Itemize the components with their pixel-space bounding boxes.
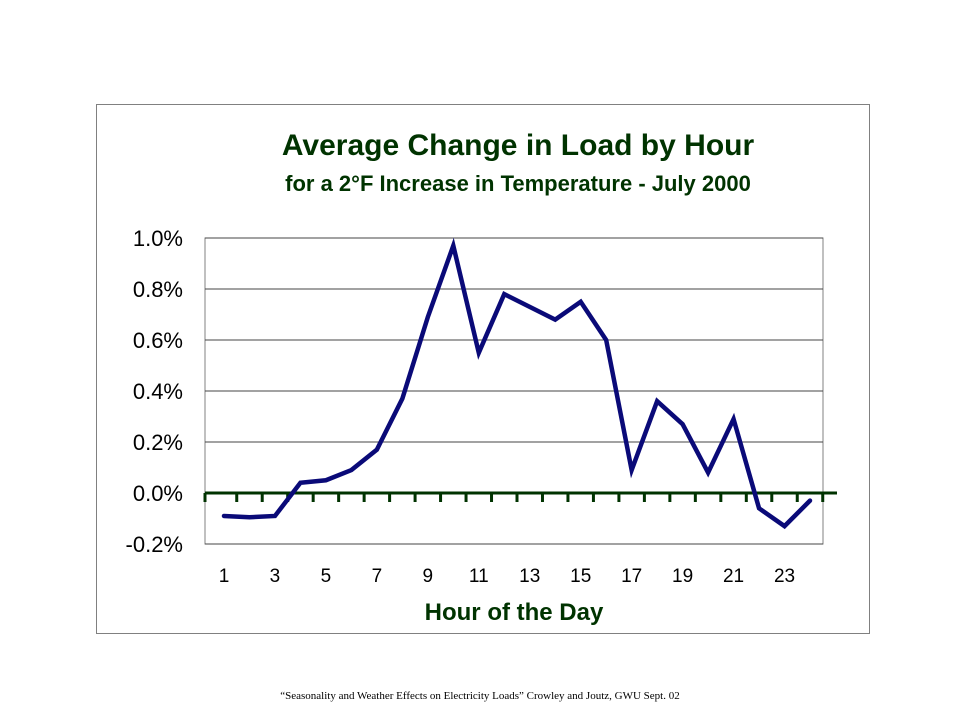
grid-layer	[204, 237, 824, 545]
x-tick-label: 1	[219, 566, 230, 587]
x-tick-label: 21	[723, 566, 744, 587]
y-tick-labels: -0.2% 0.0% 0.2% 0.4% 0.6% 0.8% 1.0%	[126, 226, 183, 557]
series-line	[221, 237, 813, 530]
y-tick-label: 0.4%	[133, 379, 183, 404]
x-tick-label: 3	[270, 566, 281, 587]
x-tick-label: 11	[469, 566, 489, 587]
x-axis-label: Hour of the Day	[425, 599, 604, 626]
y-tick-label: -0.2%	[126, 532, 183, 557]
y-tick-label: 0.8%	[133, 277, 183, 302]
x-tick-label: 17	[621, 566, 642, 587]
x-tick-label: 7	[372, 566, 383, 587]
x-tick-label: 5	[321, 566, 332, 587]
y-tick-label: 1.0%	[133, 226, 183, 251]
y-tick-label: 0.0%	[133, 481, 183, 506]
y-tick-label: 0.6%	[133, 328, 183, 353]
chart-frame	[96, 104, 870, 634]
x-tick-label: 23	[774, 566, 795, 587]
series-layer	[221, 237, 813, 530]
chart-subtitle: for a 2°F Increase in Temperature - July…	[285, 171, 751, 196]
x-tick-label: 13	[519, 566, 540, 587]
x-tick-label: 15	[570, 566, 591, 587]
y-tick-label: 0.2%	[133, 430, 183, 455]
x-tick-label: 19	[672, 566, 693, 587]
x-tick-labels: 1 3 5 7 9 11 13 15 17 19 21 23	[219, 566, 795, 587]
footer-citation: “Seasonality and Weather Effects on Elec…	[280, 690, 680, 702]
chart-title: Average Change in Load by Hour	[281, 129, 755, 162]
zero-axis-layer	[203, 491, 837, 502]
x-tick-label: 9	[423, 566, 434, 587]
